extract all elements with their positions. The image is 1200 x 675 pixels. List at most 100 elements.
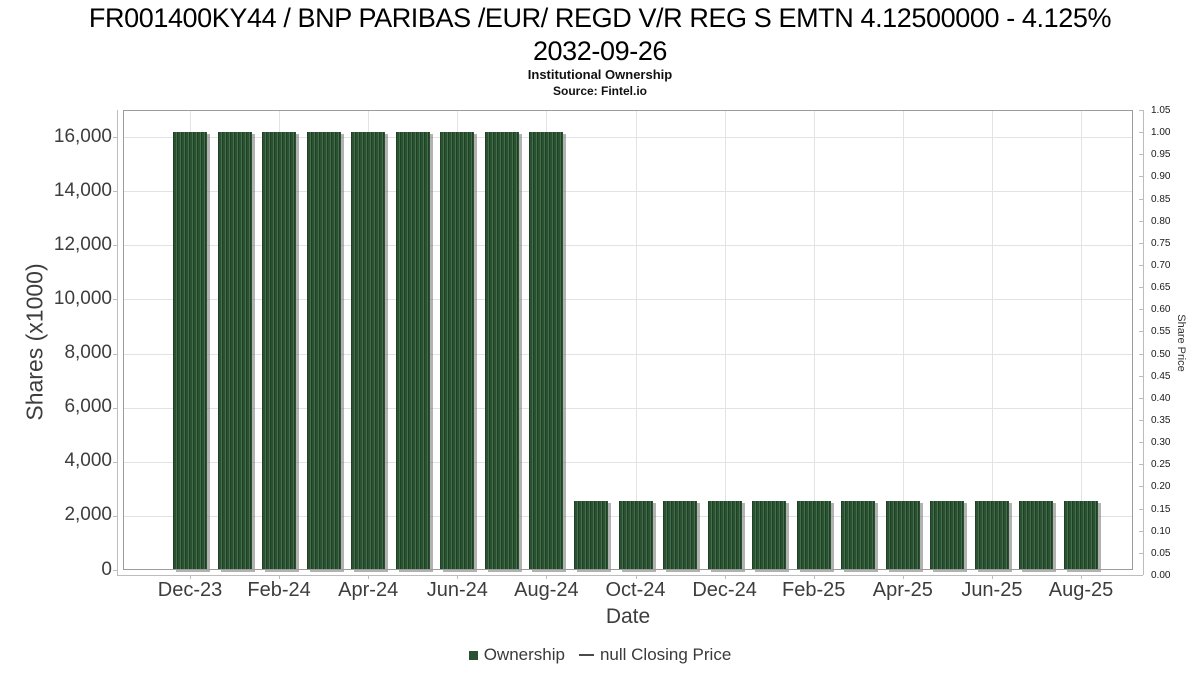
- price-axis-tick-label: 0.80: [1151, 215, 1171, 227]
- x-axis-tick-label: Apr-25: [872, 579, 933, 601]
- price-axis-tick-label: 0.55: [1151, 326, 1171, 338]
- bar-May-24[interactable]: [395, 131, 430, 570]
- y-axis-tick: [113, 570, 117, 571]
- price-axis-tick: [1139, 154, 1143, 156]
- price-axis-tick-label: 0.90: [1151, 171, 1171, 183]
- legend-item-closing-price[interactable]: null Closing Price: [578, 645, 732, 665]
- gridline-vertical: [902, 110, 904, 570]
- y-axis-spine-left: [117, 110, 118, 575]
- price-axis-tick: [1139, 420, 1143, 421]
- gridline-horizontal: [123, 407, 1133, 409]
- price-axis-tick: [1139, 110, 1143, 111]
- bar-Mar-24[interactable]: [306, 131, 341, 570]
- price-axis-tick-label: 0.65: [1151, 282, 1171, 294]
- bar-Nov-24[interactable]: [663, 501, 698, 570]
- price-axis-tick-label: 0.20: [1151, 481, 1171, 493]
- x-axis-tick-label: Dec-23: [157, 579, 223, 601]
- bar-Mar-25[interactable]: [841, 501, 876, 570]
- gridline-vertical: [635, 110, 637, 570]
- gridline-vertical: [1081, 110, 1082, 570]
- bar-Dec-23[interactable]: [173, 131, 207, 570]
- y-axis-tick: [113, 353, 117, 355]
- x-axis-tick: [546, 575, 548, 579]
- gridline-horizontal: [123, 353, 1133, 355]
- bar-Apr-25[interactable]: [885, 501, 920, 570]
- bar-Jul-25[interactable]: [1019, 501, 1054, 570]
- x-axis-spine: [117, 575, 1143, 576]
- price-axis-tick: [1139, 265, 1143, 266]
- bar-Jan-24[interactable]: [217, 131, 252, 570]
- price-axis-tick-label: 0.30: [1151, 437, 1171, 449]
- x-axis-tick-label: Oct-24: [605, 579, 666, 601]
- price-axis-tick: [1139, 464, 1143, 466]
- y-axis-tick-label: 12,000: [53, 233, 112, 255]
- ownership-swatch-icon: [468, 650, 478, 660]
- price-axis-tick-label: 0.50: [1151, 348, 1171, 360]
- price-axis-tick-label: 0.85: [1151, 193, 1171, 205]
- x-axis-tick: [724, 575, 726, 579]
- y-axis-tick: [113, 515, 117, 517]
- chart-source: Source: Fintel.io: [552, 84, 647, 98]
- bar-Aug-25[interactable]: [1064, 501, 1098, 570]
- bar-Dec-24[interactable]: [707, 501, 742, 570]
- gridline-horizontal: [123, 461, 1133, 463]
- price-axis-tick: [1139, 287, 1143, 289]
- y-axis-tick-label: 10,000: [53, 287, 112, 309]
- price-axis-tick-label: 0.25: [1151, 459, 1171, 471]
- price-axis-tick: [1139, 552, 1143, 554]
- x-axis-tick: [635, 575, 637, 579]
- price-axis-tick: [1139, 530, 1143, 532]
- y-axis-tick-label: 8,000: [64, 342, 112, 364]
- bar-Apr-24[interactable]: [351, 131, 386, 570]
- price-axis-tick-label: 0.60: [1151, 304, 1171, 316]
- x-axis-tick: [279, 575, 281, 579]
- bar-Sep-24[interactable]: [573, 501, 608, 570]
- bar-Jan-25[interactable]: [752, 501, 787, 570]
- y-axis-tick-label: 16,000: [53, 125, 112, 147]
- chart-title-line2: 2032-09-26: [532, 36, 668, 66]
- legend-item-ownership[interactable]: Ownership: [468, 645, 565, 665]
- x-axis-tick: [1081, 575, 1082, 579]
- bar-Jun-25[interactable]: [974, 501, 1009, 570]
- x-axis-tick-label: Aug-24: [514, 579, 579, 601]
- price-axis-tick: [1139, 220, 1143, 222]
- chart-subtitle: Institutional Ownership: [527, 67, 673, 82]
- price-axis-tick-label: 0.45: [1151, 370, 1171, 382]
- x-axis-tick: [813, 575, 815, 579]
- price-axis-tick: [1139, 442, 1143, 444]
- y-axis-tick: [113, 407, 117, 409]
- bar-Aug-24[interactable]: [529, 131, 564, 570]
- x-axis-title-date: Date: [605, 605, 651, 628]
- legend-label-closing-price: null Closing Price: [599, 645, 732, 664]
- x-axis-tick: [902, 575, 904, 579]
- x-axis-tick-label: Feb-25: [782, 579, 846, 601]
- y-axis-tick-label: 4,000: [64, 450, 112, 472]
- y-axis-tick: [113, 191, 117, 193]
- x-axis-tick: [457, 575, 459, 579]
- bar-Jul-24[interactable]: [484, 131, 519, 570]
- y-axis-tick-label: 6,000: [64, 396, 112, 418]
- chart-title-line1: FR001400KY44 / BNP PARIBAS /EUR/ REGD V/…: [88, 3, 1112, 33]
- price-axis-tick: [1139, 132, 1143, 134]
- x-axis-tick-label: Jun-25: [961, 579, 1023, 601]
- y-axis-title-share-price: Share Price: [1175, 314, 1187, 372]
- gridline-horizontal: [123, 137, 1133, 139]
- plot-area: [123, 110, 1133, 570]
- gridline-horizontal: [123, 191, 1133, 193]
- bar-May-25[interactable]: [930, 501, 965, 570]
- price-axis-tick-label: 0.35: [1151, 415, 1171, 426]
- x-axis-tick-label: Apr-24: [338, 579, 399, 601]
- bar-Oct-24[interactable]: [618, 501, 653, 570]
- closing-price-dash-icon: [578, 654, 594, 656]
- y-axis-tick: [113, 137, 117, 139]
- bar-Jun-24[interactable]: [440, 131, 475, 570]
- gridline-horizontal: [123, 245, 1133, 247]
- gridline-horizontal: [123, 299, 1133, 301]
- legend: Ownership null Closing Price: [0, 645, 1200, 665]
- bar-Feb-25[interactable]: [796, 501, 831, 570]
- x-axis-tick-label: Feb-24: [247, 579, 311, 601]
- bar-Feb-24[interactable]: [262, 131, 297, 570]
- price-axis-tick-label: 0.70: [1151, 260, 1171, 271]
- price-axis-tick: [1139, 575, 1143, 576]
